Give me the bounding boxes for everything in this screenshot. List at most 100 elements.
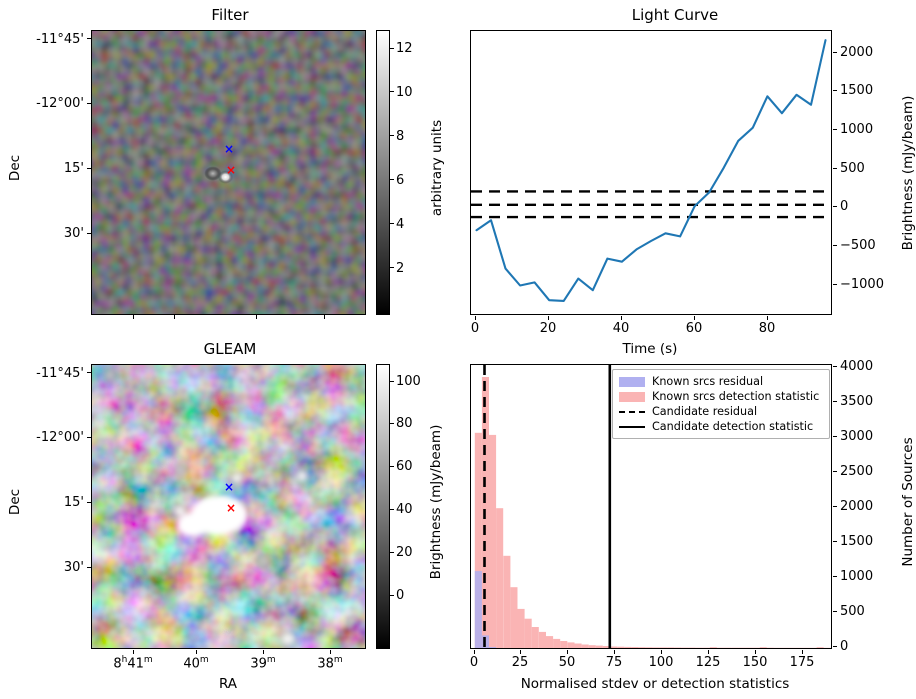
- filter-red-cross-marker: ×: [226, 163, 237, 177]
- lc-x-tick-label-1: 20: [539, 321, 557, 336]
- hist-y-tick-mark-8: [833, 366, 837, 367]
- filter-cbar-tick-0: [390, 48, 394, 49]
- lc-y-tick-mark-4: [833, 129, 837, 130]
- lc-y-axis-label: Brightness (mJy/beam): [900, 95, 916, 251]
- lc-y-tick-mark-5: [833, 90, 837, 91]
- legend-item-known-srcs-detection-statistic: Known srcs detection statistic: [619, 389, 823, 404]
- filter-y-tick-0: -11°45': [36, 32, 84, 47]
- filter-panel-title: Filter: [211, 6, 249, 24]
- histogram-svg: [474, 365, 831, 648]
- light-curve-line: [475, 39, 827, 302]
- gleam-y-tick-2: 15': [63, 495, 84, 510]
- hist-y-tick-label-5: 2500: [840, 464, 874, 479]
- hist-x-axis-label: Normalised stdev or detection statistics: [520, 676, 790, 692]
- lc-x-tick-mark-2: [621, 316, 622, 320]
- filter-y-tick-2: 15': [63, 161, 84, 176]
- filter-image-pixels: [92, 31, 365, 314]
- lc-y-tick-mark-0: [833, 284, 837, 285]
- lc-y-tick-mark-6: [833, 52, 837, 53]
- lc-y-tick-mark-2: [833, 206, 837, 207]
- hist-x-tick-label-7: 175: [789, 655, 815, 670]
- lc-y-tick-label-6: 2000: [840, 45, 874, 60]
- lc-y-tick-label-4: 1000: [840, 122, 874, 137]
- filter-cbar-tick-4: [390, 223, 394, 224]
- hist-y-tick-mark-6: [833, 436, 837, 437]
- hist-y-tick-mark-0: [833, 646, 837, 647]
- hist-x-tick-label-4: 100: [648, 655, 674, 670]
- light-curve-plot-area: [470, 30, 832, 315]
- hist-y-tick-label-8: 4000: [840, 359, 874, 374]
- gleam-x-tick-label-0: 8h41m: [113, 655, 153, 672]
- gleam-x-tick-label-1: 40m: [183, 655, 209, 672]
- hist-y-tick-mark-5: [833, 471, 837, 472]
- gleam-cbar-label-2: 60: [396, 459, 413, 474]
- gleam-image: [91, 364, 366, 649]
- gleam-colorbar: [376, 364, 390, 649]
- lc-y-tick-label-1: −500: [840, 238, 876, 253]
- gleam-cbar-tick-0: [390, 381, 394, 382]
- filter-cbar-label-5: 2: [396, 261, 405, 276]
- hist-y-tick-label-6: 3000: [840, 429, 874, 444]
- hist-x-tick-label-3: 75: [605, 655, 623, 670]
- filter-colorbar: [376, 30, 390, 315]
- gleam-cbar-tick-2: [390, 466, 394, 467]
- lc-y-tick-label-0: −1000: [840, 277, 884, 292]
- gleam-colorbar-label: Brightness (mJy/beam): [428, 424, 444, 580]
- hist-y-tick-mark-7: [833, 401, 837, 402]
- hist-x-tick-mark-4: [661, 650, 662, 654]
- filter-y-tick-mark-0: [87, 38, 91, 39]
- filter-y-tick-mark-2: [87, 168, 91, 169]
- legend-swatch-known-srcs-residual: [619, 376, 645, 387]
- filter-cbar-tick-5: [390, 267, 394, 268]
- hist-y-axis-label: Number of Sources: [900, 437, 916, 567]
- gleam-x-tick-mark-2: [263, 650, 264, 654]
- gleam-x-tick-mark-3: [330, 650, 331, 654]
- filter-y-axis-label: Dec: [7, 154, 23, 182]
- gleam-cbar-label-1: 80: [396, 416, 413, 431]
- gleam-panel-title: GLEAM: [203, 340, 257, 358]
- hist-y-tick-mark-4: [833, 506, 837, 507]
- legend-label-known-srcs-residual: Known srcs residual: [652, 375, 764, 388]
- hist-y-tick-mark-3: [833, 541, 837, 542]
- filter-cbar-label-3: 6: [396, 173, 405, 188]
- lc-x-tick-label-4: 80: [758, 321, 776, 336]
- hist-x-tick-mark-6: [755, 650, 756, 654]
- legend-swatch-known-srcs-detection-statistic: [619, 391, 645, 402]
- lc-y-tick-label-5: 1500: [840, 83, 874, 98]
- gleam-y-axis-label: Dec: [7, 488, 23, 516]
- legend-item-known-srcs-residual: Known srcs residual: [619, 374, 823, 389]
- legend-line-candidate-detection-statistic: [619, 425, 645, 428]
- filter-y-tick-mark-1: [87, 103, 91, 104]
- hist-x-tick-mark-5: [708, 650, 709, 654]
- hist-y-tick-label-7: 3500: [840, 394, 874, 409]
- gleam-cbar-tick-4: [390, 552, 394, 553]
- lc-x-tick-label-2: 40: [612, 321, 630, 336]
- gleam-x-tick-mark-1: [196, 650, 197, 654]
- gleam-cbar-label-4: 20: [396, 545, 413, 560]
- gleam-blue-cross-marker: ×: [224, 480, 235, 494]
- gleam-y-tick-0: -11°45': [36, 366, 84, 381]
- filter-x-tick-mark-2: [256, 315, 257, 319]
- lc-x-tick-mark-4: [767, 316, 768, 320]
- filter-y-tick-3: 30': [63, 226, 84, 241]
- hist-x-tick-mark-0: [474, 650, 475, 654]
- gleam-cbar-tick-5: [390, 595, 394, 596]
- lc-x-tick-label-0: 0: [470, 321, 480, 336]
- lc-x-tick-mark-3: [694, 316, 695, 320]
- hist-y-tick-label-0: 0: [840, 639, 849, 654]
- gleam-cbar-tick-1: [390, 423, 394, 424]
- gleam-x-tick-label-2: 39m: [250, 655, 276, 672]
- filter-cbar-label-4: 4: [396, 217, 405, 232]
- gleam-cbar-tick-3: [390, 509, 394, 510]
- filter-y-tick-mark-3: [87, 233, 91, 234]
- filter-x-tick-mark-0: [133, 315, 134, 319]
- filter-cbar-label-0: 12: [396, 41, 413, 56]
- lc-x-axis-label: Time (s): [622, 341, 678, 357]
- filter-colorbar-label: arbitrary units: [429, 119, 445, 217]
- gleam-y-tick-mark-1: [87, 437, 91, 438]
- gleam-red-cross-marker: ×: [226, 501, 237, 515]
- legend-item-candidate-detection-statistic: Candidate detection statistic: [619, 419, 823, 434]
- legend-line-candidate-residual: [619, 410, 645, 413]
- hist-y-tick-label-1: 500: [840, 604, 865, 619]
